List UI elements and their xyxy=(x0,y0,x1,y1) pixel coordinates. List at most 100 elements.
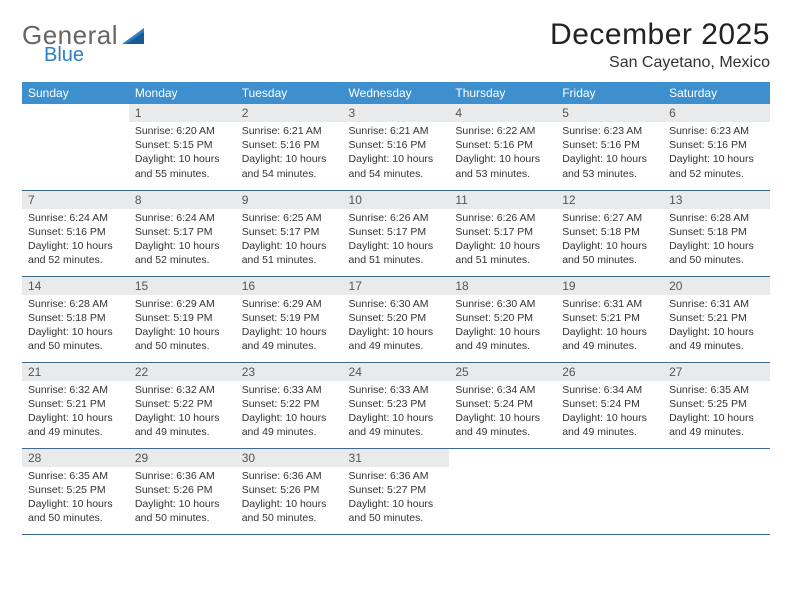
day-number: 17 xyxy=(343,277,450,295)
day-details: Sunrise: 6:36 AMSunset: 5:27 PMDaylight:… xyxy=(343,467,450,530)
logo-triangle-icon xyxy=(122,24,148,50)
calendar-day-cell: 13Sunrise: 6:28 AMSunset: 5:18 PMDayligh… xyxy=(663,190,770,276)
day-number: 7 xyxy=(22,191,129,209)
calendar-day-cell: 4Sunrise: 6:22 AMSunset: 5:16 PMDaylight… xyxy=(449,104,556,190)
day-details: Sunrise: 6:26 AMSunset: 5:17 PMDaylight:… xyxy=(343,209,450,272)
weekday-header: Friday xyxy=(556,82,663,104)
day-number: 31 xyxy=(343,449,450,467)
calendar-day-cell: 10Sunrise: 6:26 AMSunset: 5:17 PMDayligh… xyxy=(343,190,450,276)
calendar-day-cell: 8Sunrise: 6:24 AMSunset: 5:17 PMDaylight… xyxy=(129,190,236,276)
day-number: 12 xyxy=(556,191,663,209)
day-details: Sunrise: 6:31 AMSunset: 5:21 PMDaylight:… xyxy=(556,295,663,358)
month-title: December 2025 xyxy=(550,18,770,52)
day-number: 27 xyxy=(663,363,770,381)
day-number: 4 xyxy=(449,104,556,122)
day-number: 28 xyxy=(22,449,129,467)
day-details: Sunrise: 6:22 AMSunset: 5:16 PMDaylight:… xyxy=(449,122,556,185)
day-number: 9 xyxy=(236,191,343,209)
calendar-day-cell: 17Sunrise: 6:30 AMSunset: 5:20 PMDayligh… xyxy=(343,276,450,362)
weekday-header: Monday xyxy=(129,82,236,104)
weekday-header: Thursday xyxy=(449,82,556,104)
calendar-day-cell: 22Sunrise: 6:32 AMSunset: 5:22 PMDayligh… xyxy=(129,362,236,448)
day-details: Sunrise: 6:23 AMSunset: 5:16 PMDaylight:… xyxy=(556,122,663,185)
day-details: Sunrise: 6:26 AMSunset: 5:17 PMDaylight:… xyxy=(449,209,556,272)
calendar-day-cell: 31Sunrise: 6:36 AMSunset: 5:27 PMDayligh… xyxy=(343,448,450,534)
logo: General xyxy=(22,18,150,50)
day-details: Sunrise: 6:20 AMSunset: 5:15 PMDaylight:… xyxy=(129,122,236,185)
day-number: 19 xyxy=(556,277,663,295)
calendar-day-cell: 23Sunrise: 6:33 AMSunset: 5:22 PMDayligh… xyxy=(236,362,343,448)
day-number: 11 xyxy=(449,191,556,209)
day-details: Sunrise: 6:21 AMSunset: 5:16 PMDaylight:… xyxy=(343,122,450,185)
day-details: Sunrise: 6:30 AMSunset: 5:20 PMDaylight:… xyxy=(449,295,556,358)
weekday-header: Tuesday xyxy=(236,82,343,104)
day-details: Sunrise: 6:28 AMSunset: 5:18 PMDaylight:… xyxy=(22,295,129,358)
calendar-day-cell: 24Sunrise: 6:33 AMSunset: 5:23 PMDayligh… xyxy=(343,362,450,448)
calendar-page: General December 2025 San Cayetano, Mexi… xyxy=(0,0,792,612)
day-details: Sunrise: 6:33 AMSunset: 5:23 PMDaylight:… xyxy=(343,381,450,444)
day-details: Sunrise: 6:24 AMSunset: 5:17 PMDaylight:… xyxy=(129,209,236,272)
calendar-day-cell: 12Sunrise: 6:27 AMSunset: 5:18 PMDayligh… xyxy=(556,190,663,276)
calendar-day-cell: 30Sunrise: 6:36 AMSunset: 5:26 PMDayligh… xyxy=(236,448,343,534)
day-details: Sunrise: 6:34 AMSunset: 5:24 PMDaylight:… xyxy=(556,381,663,444)
logo-text-blue: Blue xyxy=(44,44,84,67)
day-details: Sunrise: 6:33 AMSunset: 5:22 PMDaylight:… xyxy=(236,381,343,444)
calendar-day-cell xyxy=(449,448,556,534)
calendar-week-row: 14Sunrise: 6:28 AMSunset: 5:18 PMDayligh… xyxy=(22,276,770,362)
day-details: Sunrise: 6:36 AMSunset: 5:26 PMDaylight:… xyxy=(236,467,343,530)
calendar-day-cell: 18Sunrise: 6:30 AMSunset: 5:20 PMDayligh… xyxy=(449,276,556,362)
calendar-day-cell: 27Sunrise: 6:35 AMSunset: 5:25 PMDayligh… xyxy=(663,362,770,448)
calendar-day-cell: 16Sunrise: 6:29 AMSunset: 5:19 PMDayligh… xyxy=(236,276,343,362)
calendar-day-cell: 11Sunrise: 6:26 AMSunset: 5:17 PMDayligh… xyxy=(449,190,556,276)
day-number: 1 xyxy=(129,104,236,122)
weekday-header-row: Sunday Monday Tuesday Wednesday Thursday… xyxy=(22,82,770,104)
day-details: Sunrise: 6:24 AMSunset: 5:16 PMDaylight:… xyxy=(22,209,129,272)
day-number: 25 xyxy=(449,363,556,381)
day-number: 24 xyxy=(343,363,450,381)
calendar-day-cell: 9Sunrise: 6:25 AMSunset: 5:17 PMDaylight… xyxy=(236,190,343,276)
calendar-day-cell: 14Sunrise: 6:28 AMSunset: 5:18 PMDayligh… xyxy=(22,276,129,362)
day-details: Sunrise: 6:21 AMSunset: 5:16 PMDaylight:… xyxy=(236,122,343,185)
day-number: 23 xyxy=(236,363,343,381)
title-block: December 2025 San Cayetano, Mexico xyxy=(550,18,770,72)
calendar-day-cell: 7Sunrise: 6:24 AMSunset: 5:16 PMDaylight… xyxy=(22,190,129,276)
day-number: 14 xyxy=(22,277,129,295)
calendar-day-cell: 29Sunrise: 6:36 AMSunset: 5:26 PMDayligh… xyxy=(129,448,236,534)
day-number: 5 xyxy=(556,104,663,122)
calendar-day-cell: 6Sunrise: 6:23 AMSunset: 5:16 PMDaylight… xyxy=(663,104,770,190)
weekday-header: Wednesday xyxy=(343,82,450,104)
header: General December 2025 San Cayetano, Mexi… xyxy=(22,18,770,72)
calendar-day-cell: 20Sunrise: 6:31 AMSunset: 5:21 PMDayligh… xyxy=(663,276,770,362)
weekday-header: Saturday xyxy=(663,82,770,104)
day-details: Sunrise: 6:30 AMSunset: 5:20 PMDaylight:… xyxy=(343,295,450,358)
calendar-day-cell: 15Sunrise: 6:29 AMSunset: 5:19 PMDayligh… xyxy=(129,276,236,362)
calendar-day-cell xyxy=(556,448,663,534)
calendar-week-row: 1Sunrise: 6:20 AMSunset: 5:15 PMDaylight… xyxy=(22,104,770,190)
day-number: 15 xyxy=(129,277,236,295)
day-number: 13 xyxy=(663,191,770,209)
day-details: Sunrise: 6:36 AMSunset: 5:26 PMDaylight:… xyxy=(129,467,236,530)
day-details: Sunrise: 6:35 AMSunset: 5:25 PMDaylight:… xyxy=(663,381,770,444)
day-number: 6 xyxy=(663,104,770,122)
calendar-day-cell: 5Sunrise: 6:23 AMSunset: 5:16 PMDaylight… xyxy=(556,104,663,190)
calendar-day-cell: 28Sunrise: 6:35 AMSunset: 5:25 PMDayligh… xyxy=(22,448,129,534)
day-number: 30 xyxy=(236,449,343,467)
day-details: Sunrise: 6:31 AMSunset: 5:21 PMDaylight:… xyxy=(663,295,770,358)
calendar-day-cell xyxy=(663,448,770,534)
day-details: Sunrise: 6:32 AMSunset: 5:21 PMDaylight:… xyxy=(22,381,129,444)
calendar-day-cell: 19Sunrise: 6:31 AMSunset: 5:21 PMDayligh… xyxy=(556,276,663,362)
location: San Cayetano, Mexico xyxy=(550,54,770,72)
calendar-day-cell: 25Sunrise: 6:34 AMSunset: 5:24 PMDayligh… xyxy=(449,362,556,448)
day-details: Sunrise: 6:25 AMSunset: 5:17 PMDaylight:… xyxy=(236,209,343,272)
day-number: 18 xyxy=(449,277,556,295)
calendar-week-row: 21Sunrise: 6:32 AMSunset: 5:21 PMDayligh… xyxy=(22,362,770,448)
day-details: Sunrise: 6:23 AMSunset: 5:16 PMDaylight:… xyxy=(663,122,770,185)
calendar-day-cell: 21Sunrise: 6:32 AMSunset: 5:21 PMDayligh… xyxy=(22,362,129,448)
day-details: Sunrise: 6:32 AMSunset: 5:22 PMDaylight:… xyxy=(129,381,236,444)
weekday-header: Sunday xyxy=(22,82,129,104)
day-details: Sunrise: 6:35 AMSunset: 5:25 PMDaylight:… xyxy=(22,467,129,530)
calendar-day-cell: 26Sunrise: 6:34 AMSunset: 5:24 PMDayligh… xyxy=(556,362,663,448)
day-number: 26 xyxy=(556,363,663,381)
calendar-day-cell xyxy=(22,104,129,190)
day-number: 3 xyxy=(343,104,450,122)
